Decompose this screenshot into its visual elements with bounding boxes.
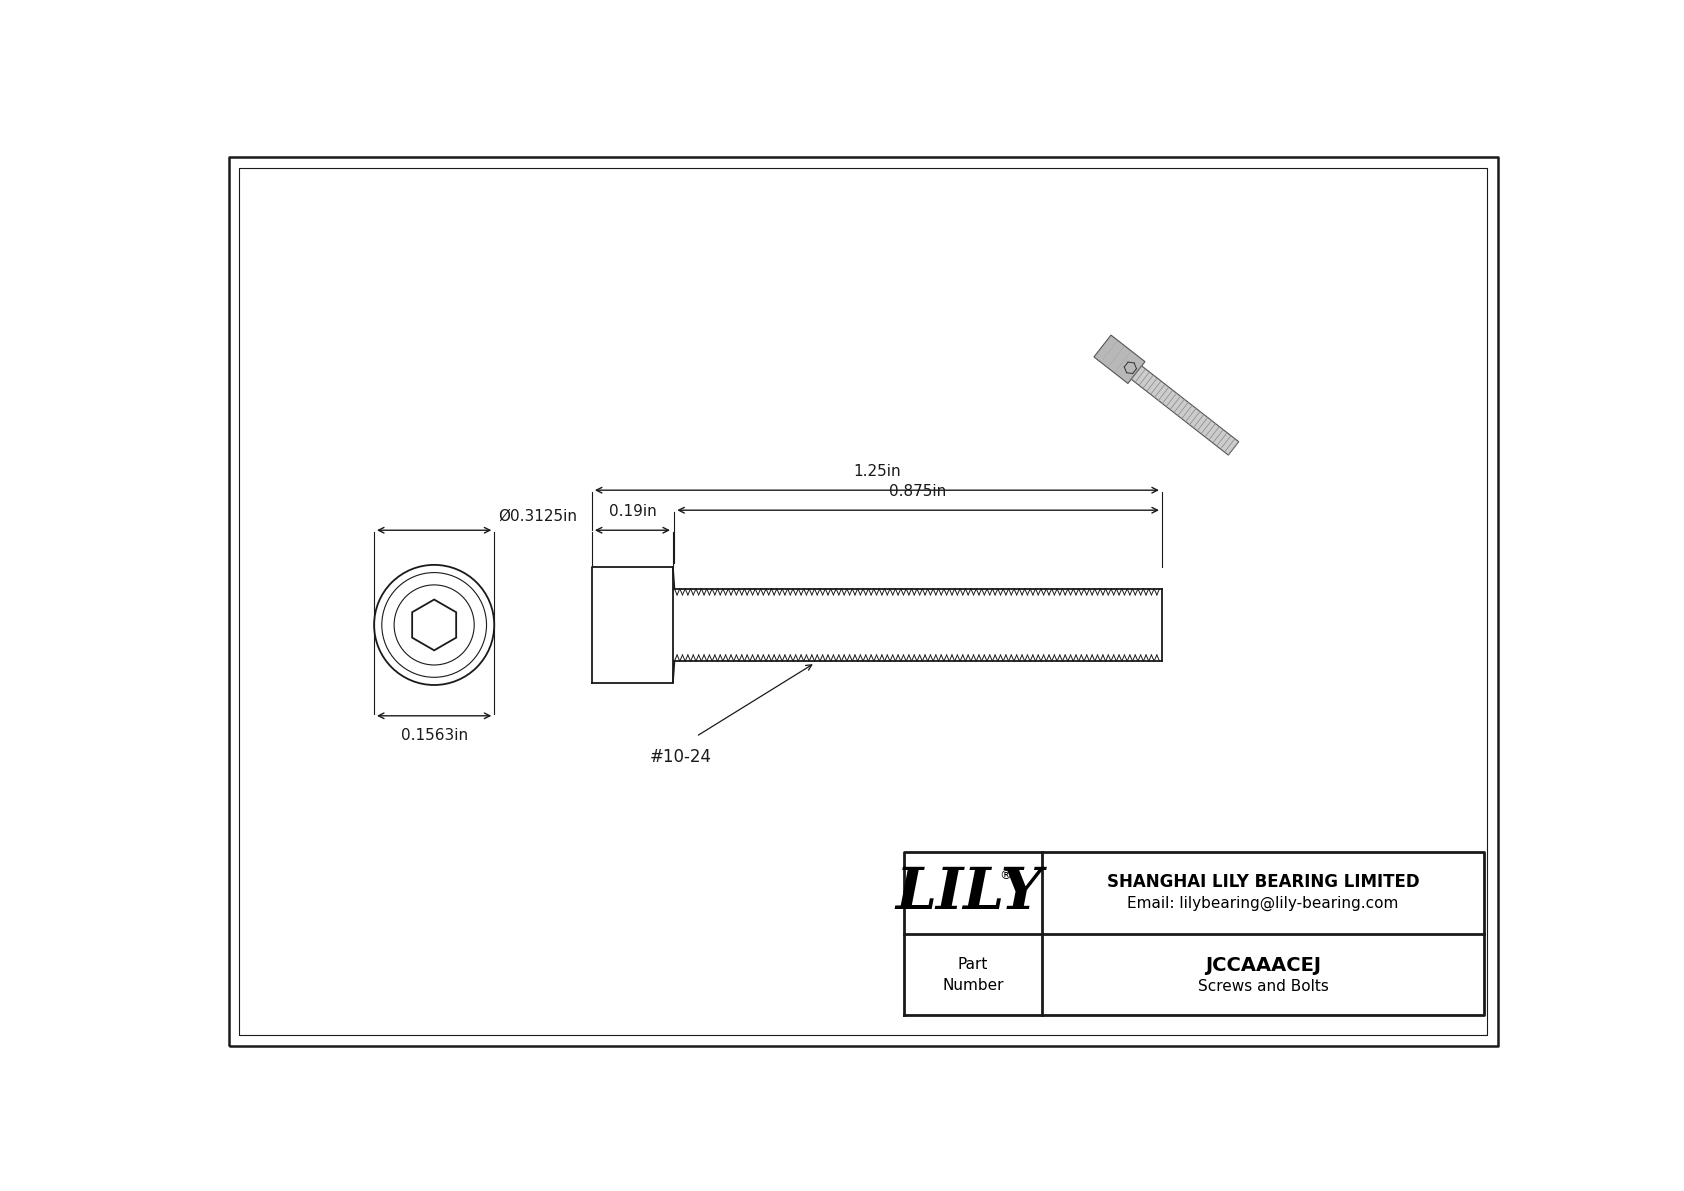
Text: 0.19in: 0.19in: [608, 505, 657, 519]
Text: #10-24: #10-24: [650, 748, 712, 766]
Text: Ø0.3125in: Ø0.3125in: [498, 509, 578, 524]
Text: 0.1563in: 0.1563in: [401, 728, 468, 743]
Text: ®: ®: [999, 869, 1012, 883]
Text: Email: lilybearing@lily-bearing.com: Email: lilybearing@lily-bearing.com: [1127, 896, 1399, 911]
Text: 0.875in: 0.875in: [889, 485, 946, 499]
Polygon shape: [1095, 335, 1145, 384]
Text: JCCAAACEJ: JCCAAACEJ: [1206, 956, 1320, 974]
Polygon shape: [1132, 366, 1239, 455]
Text: Part
Number: Part Number: [943, 956, 1004, 992]
Text: Screws and Bolts: Screws and Bolts: [1197, 979, 1329, 994]
Text: LILY: LILY: [896, 865, 1042, 921]
Text: 1.25in: 1.25in: [854, 464, 901, 480]
Text: SHANGHAI LILY BEARING LIMITED: SHANGHAI LILY BEARING LIMITED: [1106, 873, 1420, 891]
